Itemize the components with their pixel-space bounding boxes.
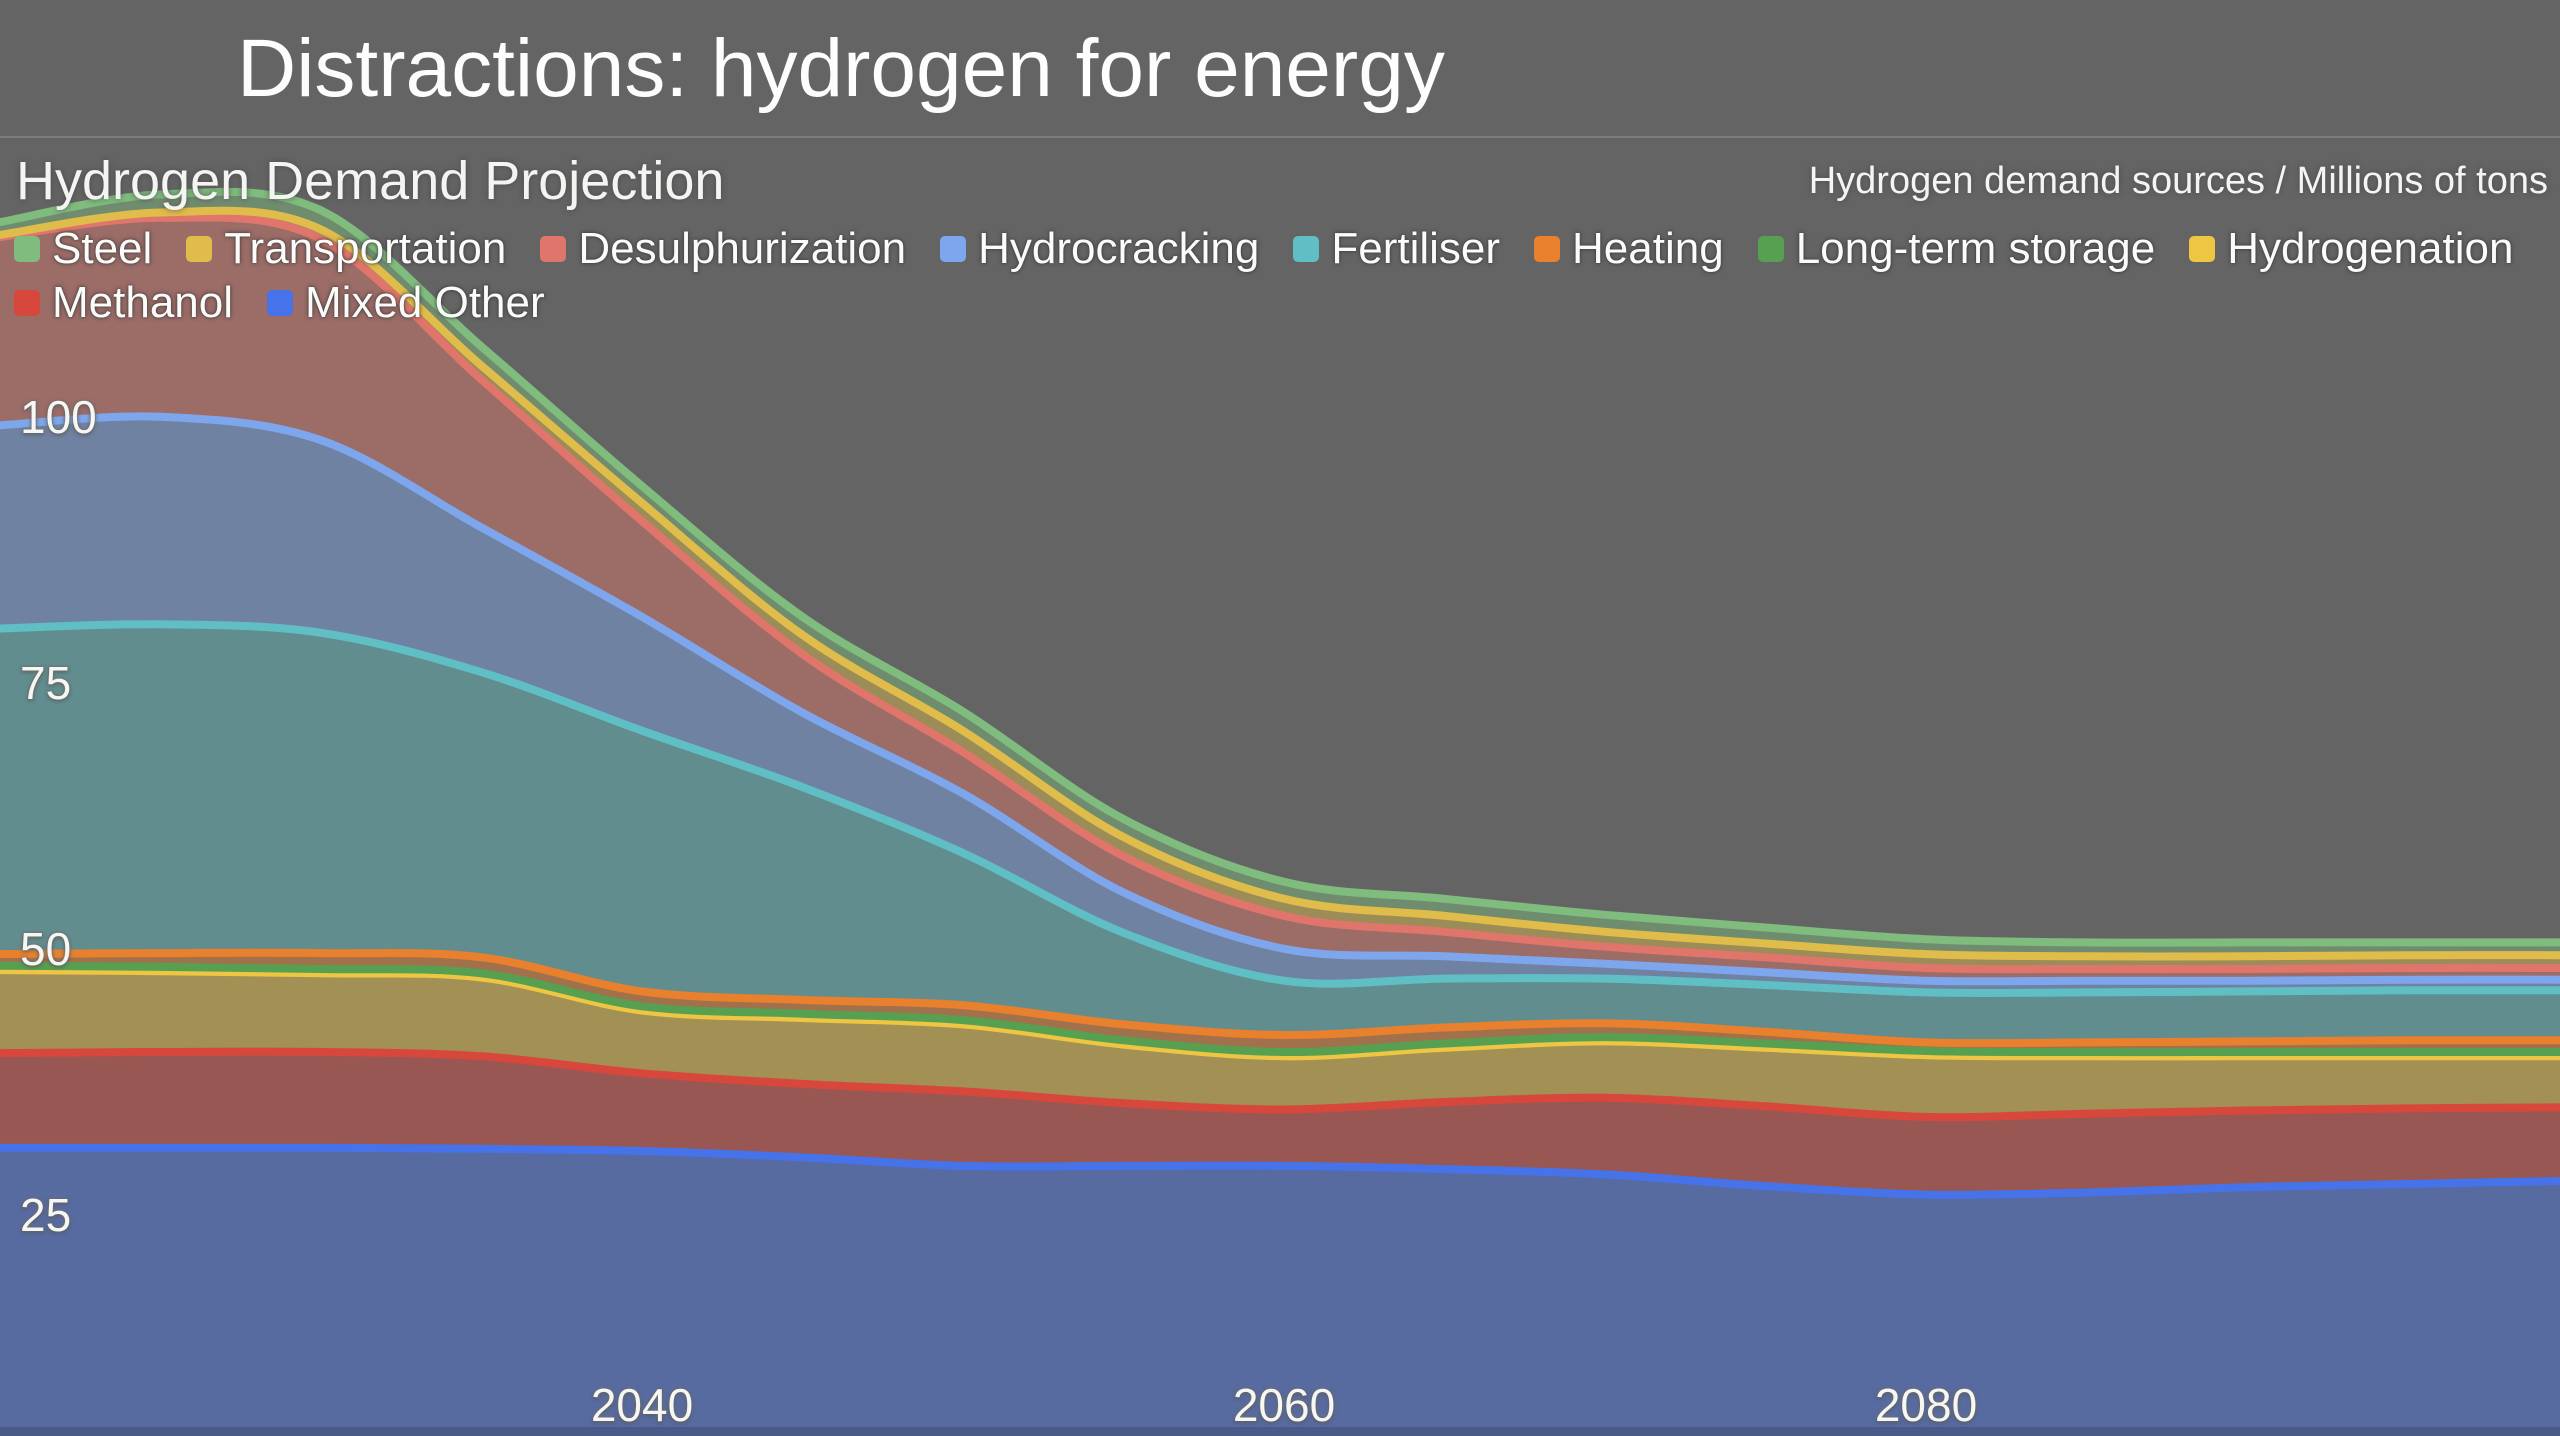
legend-swatch-icon — [1293, 236, 1320, 262]
legend-item-heating[interactable]: Heating — [1534, 224, 1724, 274]
line-long-term-storage — [0, 961, 2560, 1057]
line-transportation — [0, 206, 2560, 961]
chart-units-label: Hydrogen demand sources / Millions of to… — [1808, 160, 2548, 202]
legend-item-mixed-other[interactable]: Mixed Other — [267, 278, 545, 328]
legend-item-hydrogenation[interactable]: Hydrogenation — [2189, 224, 2513, 274]
legend-swatch-icon — [2189, 236, 2216, 262]
legend-label: Steel — [52, 224, 153, 273]
legend-swatch-icon — [186, 236, 213, 262]
legend-item-methanol[interactable]: Methanol — [14, 278, 233, 328]
area-methanol[interactable] — [0, 1051, 2560, 1195]
legend-swatch-icon — [940, 236, 967, 262]
legend-item-transportation[interactable]: Transportation — [186, 224, 506, 274]
legend-item-desulphurization[interactable]: Desulphurization — [540, 224, 906, 274]
line-heating — [0, 948, 2560, 1048]
x-tick-label-2040: 2040 — [590, 1379, 694, 1431]
legend-label: Fertiliser — [1331, 224, 1501, 273]
area-mixed-other[interactable] — [0, 1147, 2560, 1436]
legend-item-hydrocracking[interactable]: Hydrocracking — [940, 224, 1259, 274]
legend-label: Hydrogenation — [2227, 224, 2514, 273]
legend-swatch-icon — [1534, 236, 1561, 262]
legend-swatch-icon — [14, 290, 40, 316]
legend-label: Heating — [1572, 224, 1724, 273]
legend-swatch-icon — [267, 290, 294, 316]
legend-label: Long-term storage — [1795, 224, 2156, 273]
legend-swatch-icon — [540, 236, 567, 262]
line-mixed-other — [0, 1143, 2560, 1199]
page-title: Distractions: hydrogen for energy — [237, 23, 1445, 114]
legend-item-fertiliser[interactable]: Fertiliser — [1293, 224, 1500, 274]
chart-legend: Steel Transportation Desulphurization Hydro… — [14, 224, 2556, 328]
y-tick-label-50: 50 — [20, 923, 72, 975]
line-fertiliser — [0, 620, 2560, 998]
y-tick-label-25: 25 — [20, 1189, 72, 1241]
legend-swatch-icon — [1757, 236, 1784, 262]
page-header: Distractions: hydrogen for energy — [0, 0, 2560, 138]
x-tick-label-2060: 2060 — [1232, 1379, 1336, 1431]
legend-row-2: Methanol Mixed Other — [14, 278, 2556, 328]
legend-label: Hydrocracking — [978, 224, 1260, 273]
area-hydrocracking[interactable] — [0, 416, 2560, 994]
chart-bottom-edge — [0, 1427, 2560, 1436]
line-steel — [0, 187, 2560, 947]
area-fertiliser[interactable] — [0, 624, 2560, 1044]
legend-item-steel[interactable]: Steel — [14, 224, 152, 274]
legend-label: Transportation — [224, 224, 507, 273]
legend-label: Desulphurization — [578, 224, 907, 273]
line-methanol — [0, 1047, 2560, 1122]
x-tick-label-2080: 2080 — [1874, 1379, 1978, 1431]
area-hydrogenation[interactable] — [0, 970, 2560, 1118]
area-desulphurization[interactable] — [0, 217, 2560, 982]
legend-swatch-icon — [14, 236, 40, 262]
line-hydrogenation — [0, 966, 2560, 1061]
y-tick-label-75: 75 — [20, 657, 72, 709]
legend-row-1: Steel Transportation Desulphurization Hydro… — [14, 224, 2556, 274]
line-hydrocracking — [0, 412, 2560, 986]
legend-item-long-term-storage[interactable]: Long-term storage — [1757, 224, 2156, 274]
chart-title: Hydrogen Demand Projection — [16, 151, 725, 211]
legend-label: Mixed Other — [305, 278, 545, 327]
y-tick-label-100: 100 — [20, 391, 97, 443]
legend-label: Methanol — [52, 278, 234, 327]
line-desulphurization — [0, 213, 2560, 974]
